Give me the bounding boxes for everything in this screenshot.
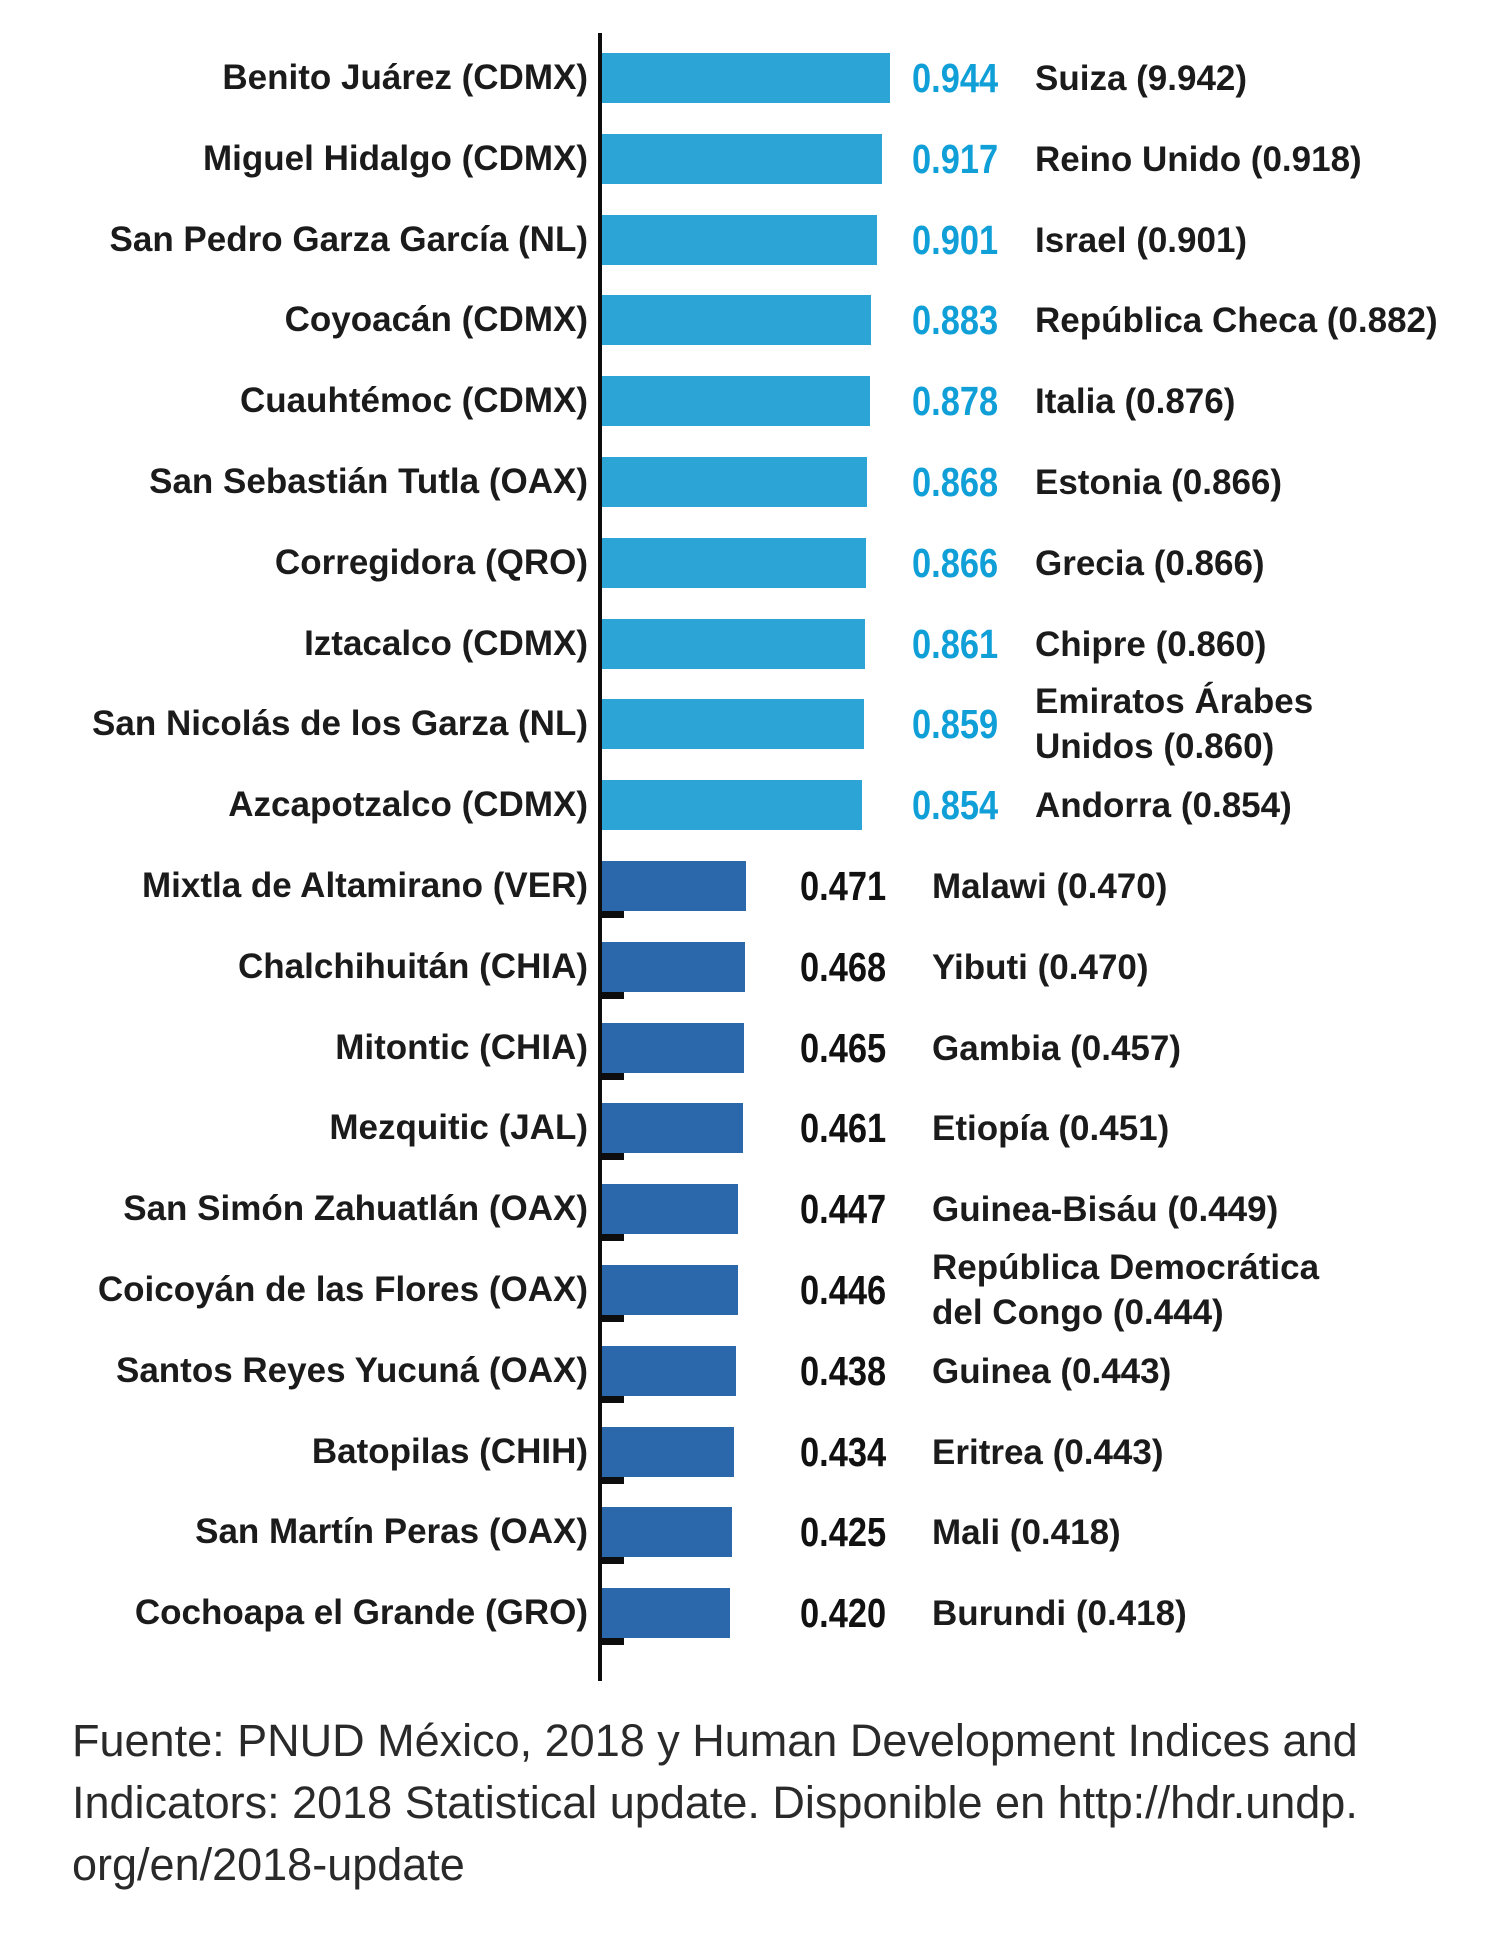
hdi-value-label: 0.438 [800, 1348, 887, 1394]
hdi-value-label: 0.868 [912, 459, 999, 505]
hdi-value-label: 0.425 [800, 1509, 887, 1555]
country-comparison-label: Chipre (0.860) [1035, 624, 1267, 664]
hdi-bar [602, 1103, 743, 1153]
y-axis-line [598, 33, 602, 1681]
hdi-bar [602, 457, 867, 507]
country-comparison-label: Estonia (0.866) [1035, 462, 1283, 502]
hdi-bar [602, 53, 890, 103]
hdi-value-label: 0.420 [800, 1590, 887, 1636]
hdi-bar [602, 1507, 732, 1557]
hdi-bar [602, 1184, 738, 1234]
country-comparison-label: Guinea (0.443) [932, 1351, 1172, 1391]
hdi-value-label: 0.854 [912, 782, 999, 828]
country-comparison-label: República Checa (0.882) [1035, 300, 1438, 340]
country-comparison-label: Italia (0.876) [1035, 381, 1236, 421]
hdi-value-label: 0.861 [912, 621, 999, 667]
hdi-bar [602, 1346, 736, 1396]
axis-tick [602, 1477, 624, 1484]
hdi-value-label: 0.468 [800, 944, 887, 990]
country-comparison-label: Suiza (9.942) [1035, 58, 1248, 98]
municipality-label: Iztacalco (CDMX) [304, 624, 588, 663]
hdi-bar [602, 1427, 734, 1477]
country-comparison-label: Reino Unido (0.918) [1035, 139, 1362, 179]
municipality-label: Mixtla de Altamirano (VER) [142, 866, 588, 905]
hdi-value-label: 0.465 [800, 1025, 887, 1071]
municipality-label: Coyoacán (CDMX) [284, 300, 588, 339]
municipality-label: Cuauhtémoc (CDMX) [239, 381, 588, 420]
axis-tick [602, 1153, 624, 1160]
hdi-value-label: 0.859 [912, 701, 999, 747]
axis-tick [602, 911, 624, 918]
hdi-bar [602, 1023, 744, 1073]
source-note: Fuente: PNUD México, 2018 y Human Develo… [72, 1715, 1358, 1890]
axis-tick [602, 1234, 624, 1241]
hdi-bar [602, 699, 864, 749]
hdi-value-label: 0.883 [912, 297, 999, 343]
country-comparison-label: Yibuti (0.470) [932, 947, 1149, 987]
country-comparison-label: Eritrea (0.443) [932, 1432, 1164, 1472]
hdi-value-label: 0.866 [912, 540, 999, 586]
municipality-label: Miguel Hidalgo (CDMX) [203, 139, 588, 178]
municipality-label: Mezquitic (JAL) [329, 1108, 588, 1147]
municipality-label: Corregidora (QRO) [274, 543, 588, 582]
hdi-bar [602, 1588, 730, 1638]
hdi-bar [602, 215, 877, 265]
hdi-value-label: 0.461 [800, 1105, 887, 1151]
hdi-value-label: 0.878 [912, 378, 999, 424]
municipality-label: San Nicolás de los Garza (NL) [92, 704, 588, 743]
hdi-bar [602, 295, 871, 345]
municipality-label: Azcapotzalco (CDMX) [228, 785, 588, 824]
country-comparison-label: Etiopía (0.451) [932, 1108, 1170, 1148]
municipality-label: Coicoyán de las Flores (OAX) [97, 1270, 588, 1309]
axis-tick [602, 1315, 624, 1322]
municipality-label: Batopilas (CHIH) [311, 1432, 588, 1471]
hdi-bar [602, 376, 870, 426]
country-comparison-label: Andorra (0.854) [1035, 785, 1292, 825]
municipality-label: San Martín Peras (OAX) [195, 1512, 588, 1551]
hdi-bar [602, 942, 745, 992]
municipality-label: San Simón Zahuatlán (OAX) [123, 1189, 588, 1228]
hdi-bar [602, 134, 882, 184]
municipality-label: San Pedro Garza García (NL) [109, 220, 588, 259]
hdi-value-label: 0.446 [800, 1267, 887, 1313]
municipality-label: Chalchihuitán (CHIA) [238, 947, 588, 986]
hdi-value-label: 0.917 [912, 136, 999, 182]
hdi-bar [602, 861, 746, 911]
hdi-bar [602, 1265, 738, 1315]
municipality-label: Benito Juárez (CDMX) [222, 58, 588, 97]
country-comparison-label: Guinea-Bisáu (0.449) [932, 1189, 1279, 1229]
axis-tick [602, 1396, 624, 1403]
municipality-label: Mitontic (CHIA) [335, 1028, 588, 1067]
country-comparison-label: Burundi (0.418) [932, 1593, 1187, 1633]
country-comparison-label: Emiratos Árabes Unidos (0.860) [1035, 682, 1314, 766]
hdi-value-label: 0.471 [800, 863, 887, 909]
hdi-bar [602, 619, 865, 669]
axis-tick [602, 992, 624, 999]
country-comparison-label: República Democrática del Congo (0.444) [932, 1248, 1320, 1332]
hdi-value-label: 0.944 [912, 55, 999, 101]
axis-tick [602, 1557, 624, 1564]
country-comparison-label: Malawi (0.470) [932, 866, 1168, 906]
hdi-bar [602, 538, 866, 588]
country-comparison-label: Grecia (0.866) [1035, 543, 1265, 583]
country-comparison-label: Mali (0.418) [932, 1512, 1121, 1552]
country-comparison-label: Gambia (0.457) [932, 1028, 1181, 1068]
hdi-value-label: 0.434 [800, 1429, 887, 1475]
hdi-bar [602, 780, 862, 830]
municipality-label: Santos Reyes Yucuná (OAX) [115, 1351, 588, 1390]
country-comparison-label: Israel (0.901) [1035, 220, 1248, 260]
axis-tick [602, 1073, 624, 1080]
axis-tick [602, 1638, 624, 1645]
municipality-label: Cochoapa el Grande (GRO) [134, 1593, 588, 1632]
hdi-value-label: 0.901 [912, 217, 999, 263]
municipality-label: San Sebastián Tutla (OAX) [149, 462, 588, 501]
hdi-value-label: 0.447 [800, 1186, 887, 1232]
